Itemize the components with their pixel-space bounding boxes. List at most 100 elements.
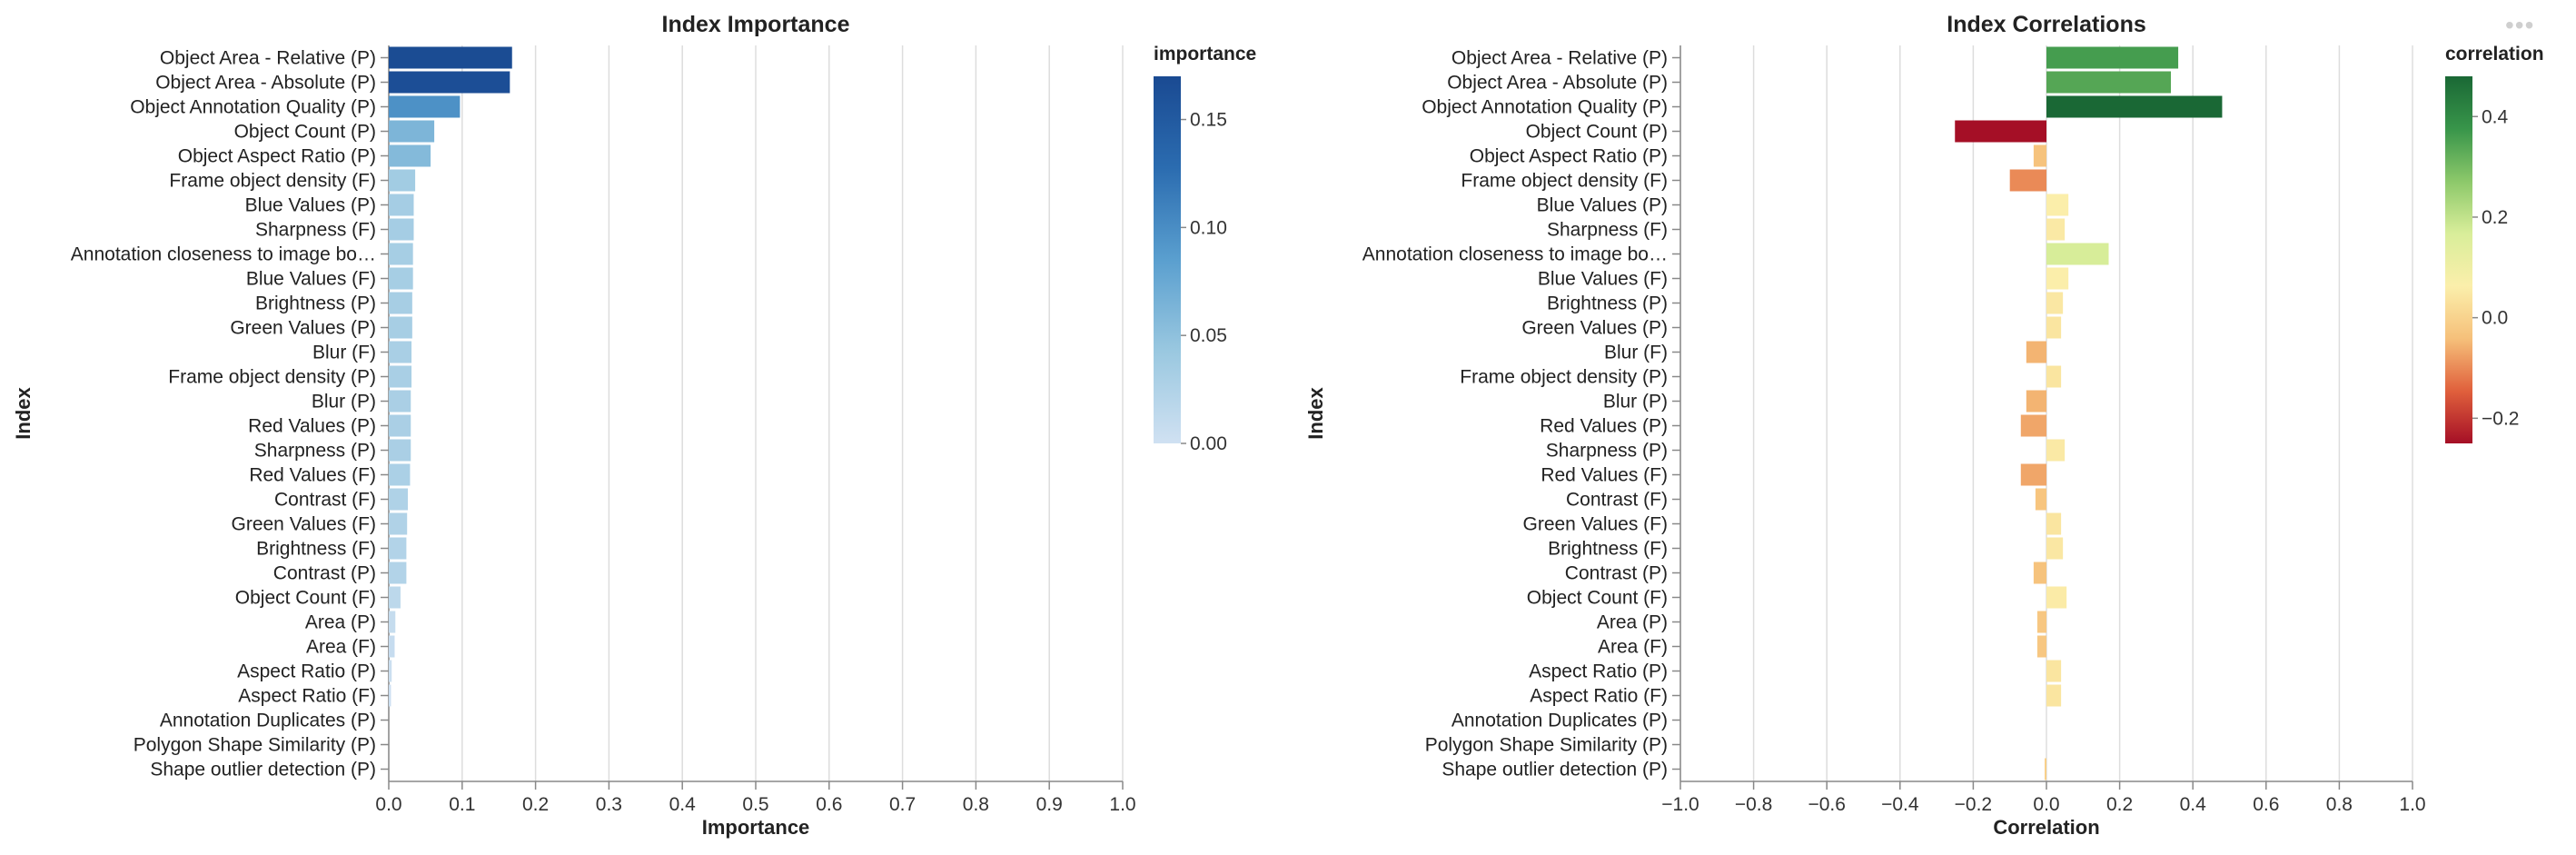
bar[interactable] xyxy=(389,488,409,511)
bar[interactable] xyxy=(389,512,408,535)
bar[interactable] xyxy=(2046,267,2069,290)
bar[interactable] xyxy=(389,95,461,118)
y-tick-label: Green Values (P) xyxy=(230,318,376,339)
y-tick-label: Shape outlier detection (P) xyxy=(1442,760,1668,780)
bar[interactable] xyxy=(389,586,401,609)
y-tick-label: Annotation closeness to image bo… xyxy=(1362,244,1668,265)
y-tick-label: Area (F) xyxy=(306,637,376,658)
bar[interactable] xyxy=(389,684,391,707)
more-options-icon[interactable]: ••• xyxy=(2505,11,2535,39)
x-tick-label: 0.2 xyxy=(522,794,549,815)
bar[interactable] xyxy=(2044,758,2046,780)
bar[interactable] xyxy=(2033,562,2046,584)
x-tick-label: 0.2 xyxy=(2106,794,2133,815)
bar[interactable] xyxy=(2046,46,2179,69)
y-tick-label: Object Area - Relative (P) xyxy=(1451,48,1668,69)
bar[interactable] xyxy=(389,292,412,314)
y-tick-label: Aspect Ratio (F) xyxy=(1530,686,1668,707)
bar[interactable] xyxy=(389,414,411,437)
bar[interactable] xyxy=(2046,292,2064,314)
x-tick-label: 0.0 xyxy=(2033,794,2059,815)
bar[interactable] xyxy=(2009,169,2046,192)
y-tick-label: Brightness (P) xyxy=(255,293,376,314)
bar[interactable] xyxy=(2046,365,2062,388)
x-tick-label: 0.5 xyxy=(742,794,768,815)
bar[interactable] xyxy=(389,390,411,413)
chart-1: Index Importance 0.0 0.1 0.2 0.3 0.4 0.5 0.6 0.7… xyxy=(12,12,1256,839)
bar[interactable] xyxy=(2046,194,2069,216)
legend-tick-label: 0.05 xyxy=(1190,325,1227,346)
bar[interactable] xyxy=(389,439,411,462)
bar[interactable] xyxy=(2046,218,2066,241)
bar[interactable] xyxy=(389,316,412,339)
chart-title: Index Correlations xyxy=(1947,12,2146,37)
chart-title: Index Importance xyxy=(662,12,850,37)
legend-tick-label: 0.2 xyxy=(2482,207,2508,228)
bar[interactable] xyxy=(2033,144,2046,167)
y-axis-title: Index xyxy=(1304,387,1327,440)
bar[interactable] xyxy=(2046,537,2064,560)
bar[interactable] xyxy=(389,267,413,290)
bar[interactable] xyxy=(2020,414,2046,437)
bar[interactable] xyxy=(389,169,416,192)
bar[interactable] xyxy=(389,635,395,658)
legend-title: importance xyxy=(1154,44,1256,65)
x-tick-label: 0.3 xyxy=(596,794,622,815)
bar[interactable] xyxy=(2046,243,2109,265)
bar[interactable] xyxy=(389,71,510,94)
y-tick-label: Frame object density (P) xyxy=(168,367,376,388)
bar[interactable] xyxy=(2046,316,2062,339)
bar[interactable] xyxy=(2046,684,2062,707)
x-tick-label: 0.6 xyxy=(816,794,842,815)
bar[interactable] xyxy=(389,365,412,388)
y-tick-label: Blur (F) xyxy=(312,343,376,363)
y-tick-label: Annotation Duplicates (P) xyxy=(1451,711,1668,731)
bar[interactable] xyxy=(2026,341,2046,363)
y-tick-label: Blue Values (P) xyxy=(1537,195,1668,216)
bar[interactable] xyxy=(2046,71,2172,94)
bar[interactable] xyxy=(389,537,407,560)
bar[interactable] xyxy=(389,120,435,143)
bar[interactable] xyxy=(389,562,407,584)
x-tick-label: 0.4 xyxy=(669,794,697,815)
bar[interactable] xyxy=(389,611,396,633)
bar[interactable] xyxy=(2036,635,2046,658)
y-tick-label: Object Annotation Quality (P) xyxy=(1422,97,1668,118)
x-tick-label: 0.6 xyxy=(2253,794,2279,815)
bar[interactable] xyxy=(2046,95,2223,118)
bar[interactable] xyxy=(2020,463,2046,486)
x-tick-label: −0.8 xyxy=(1735,794,1772,815)
bar[interactable] xyxy=(389,660,392,682)
y-tick-label: Brightness (F) xyxy=(256,539,376,560)
y-tick-label: Sharpness (F) xyxy=(1547,220,1668,241)
y-tick-label: Area (P) xyxy=(305,612,376,633)
y-tick-label: Blur (F) xyxy=(1604,343,1668,363)
bar[interactable] xyxy=(389,144,431,167)
bar[interactable] xyxy=(2035,488,2046,511)
bar[interactable] xyxy=(389,46,512,69)
y-tick-label: Aspect Ratio (F) xyxy=(238,686,376,707)
bar[interactable] xyxy=(389,341,412,363)
bar[interactable] xyxy=(389,194,414,216)
chart-2: Index Correlations −1.0 −0.8 −0.6 −0.4 −0.2 0.… xyxy=(1304,12,2544,839)
y-tick-label: Object Area - Absolute (P) xyxy=(1447,73,1668,94)
y-tick-label: Object Area - Absolute (P) xyxy=(155,73,376,94)
bar[interactable] xyxy=(2046,512,2062,535)
y-tick-label: Blue Values (F) xyxy=(246,269,376,290)
x-tick-label: 1.0 xyxy=(1109,794,1135,815)
bar[interactable] xyxy=(2036,611,2046,633)
bar[interactable] xyxy=(1955,120,2046,143)
bar[interactable] xyxy=(2046,660,2062,682)
y-tick-label: Object Count (F) xyxy=(235,588,376,609)
bar[interactable] xyxy=(389,218,414,241)
x-tick-label: 0.1 xyxy=(449,794,475,815)
y-tick-label: Blue Values (P) xyxy=(245,195,376,216)
y-tick-label: Blue Values (F) xyxy=(1538,269,1668,290)
bar[interactable] xyxy=(389,463,411,486)
bar[interactable] xyxy=(389,243,413,265)
y-axis-title: Index xyxy=(12,387,35,440)
bar[interactable] xyxy=(2026,390,2046,413)
y-tick-label: Frame object density (P) xyxy=(1460,367,1668,388)
bar[interactable] xyxy=(2046,586,2067,609)
bar[interactable] xyxy=(2046,439,2066,462)
